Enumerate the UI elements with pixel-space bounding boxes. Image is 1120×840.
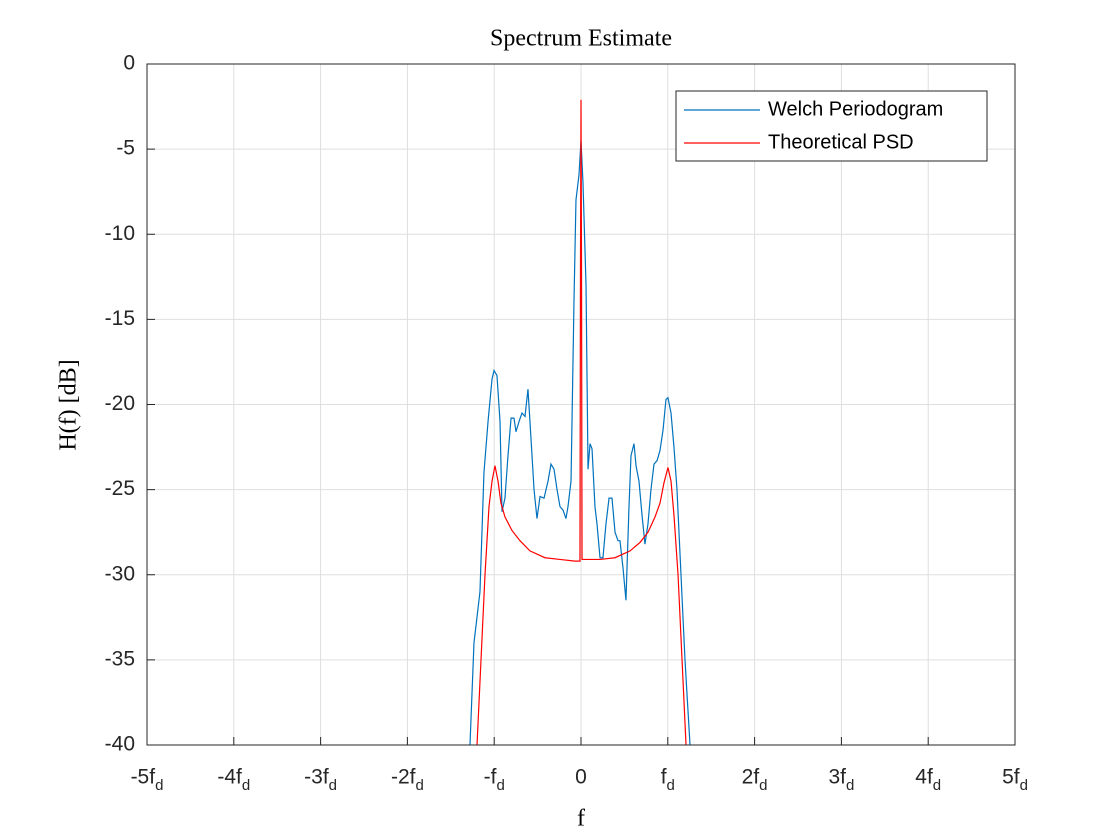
y-axis-label: H(f) [dB] <box>56 359 82 450</box>
legend-box <box>675 90 988 162</box>
chart-title: Spectrum Estimate <box>490 26 672 52</box>
y-tick-label: -20 <box>105 392 135 415</box>
legend-label: Welch Periodogram <box>768 98 943 120</box>
data-line <box>469 140 691 745</box>
x-tick-label: -2fd <box>391 766 424 794</box>
y-tick-label: -35 <box>105 647 135 670</box>
y-tick-label: -10 <box>105 222 135 245</box>
x-tick-label: 0 <box>575 766 587 789</box>
x-tick-label: -3fd <box>304 766 337 794</box>
ticks: -5fd -4fd -3fd -2fd -fd 0 fd 2fd 3fd 4fd 5fd -40 -35… <box>105 52 1028 794</box>
y-tick-label: -30 <box>105 562 135 585</box>
x-tick-label: 4fd <box>915 766 941 794</box>
y-tick-label: -5 <box>116 137 135 160</box>
y-tick-label: 0 <box>123 52 135 75</box>
x-tick-label: -5fd <box>131 766 164 794</box>
x-axis-label: f <box>577 806 585 832</box>
x-tick-label: -4fd <box>217 766 250 794</box>
data-line <box>476 99 687 745</box>
legend: Welch Periodogram Theoretical PSD <box>675 90 988 162</box>
y-tick-label: -15 <box>105 307 135 330</box>
x-tick-label: -fd <box>484 766 505 794</box>
y-tick-label: -25 <box>105 477 135 500</box>
x-tick-label: 2fd <box>742 766 768 794</box>
legend-label: Theoretical PSD <box>768 131 914 153</box>
plot-lines <box>469 99 691 745</box>
x-tick-label: fd <box>661 766 675 794</box>
y-tick-label: -40 <box>105 733 135 756</box>
x-tick-label: 5fd <box>1002 766 1028 794</box>
x-tick-label: 3fd <box>828 766 854 794</box>
